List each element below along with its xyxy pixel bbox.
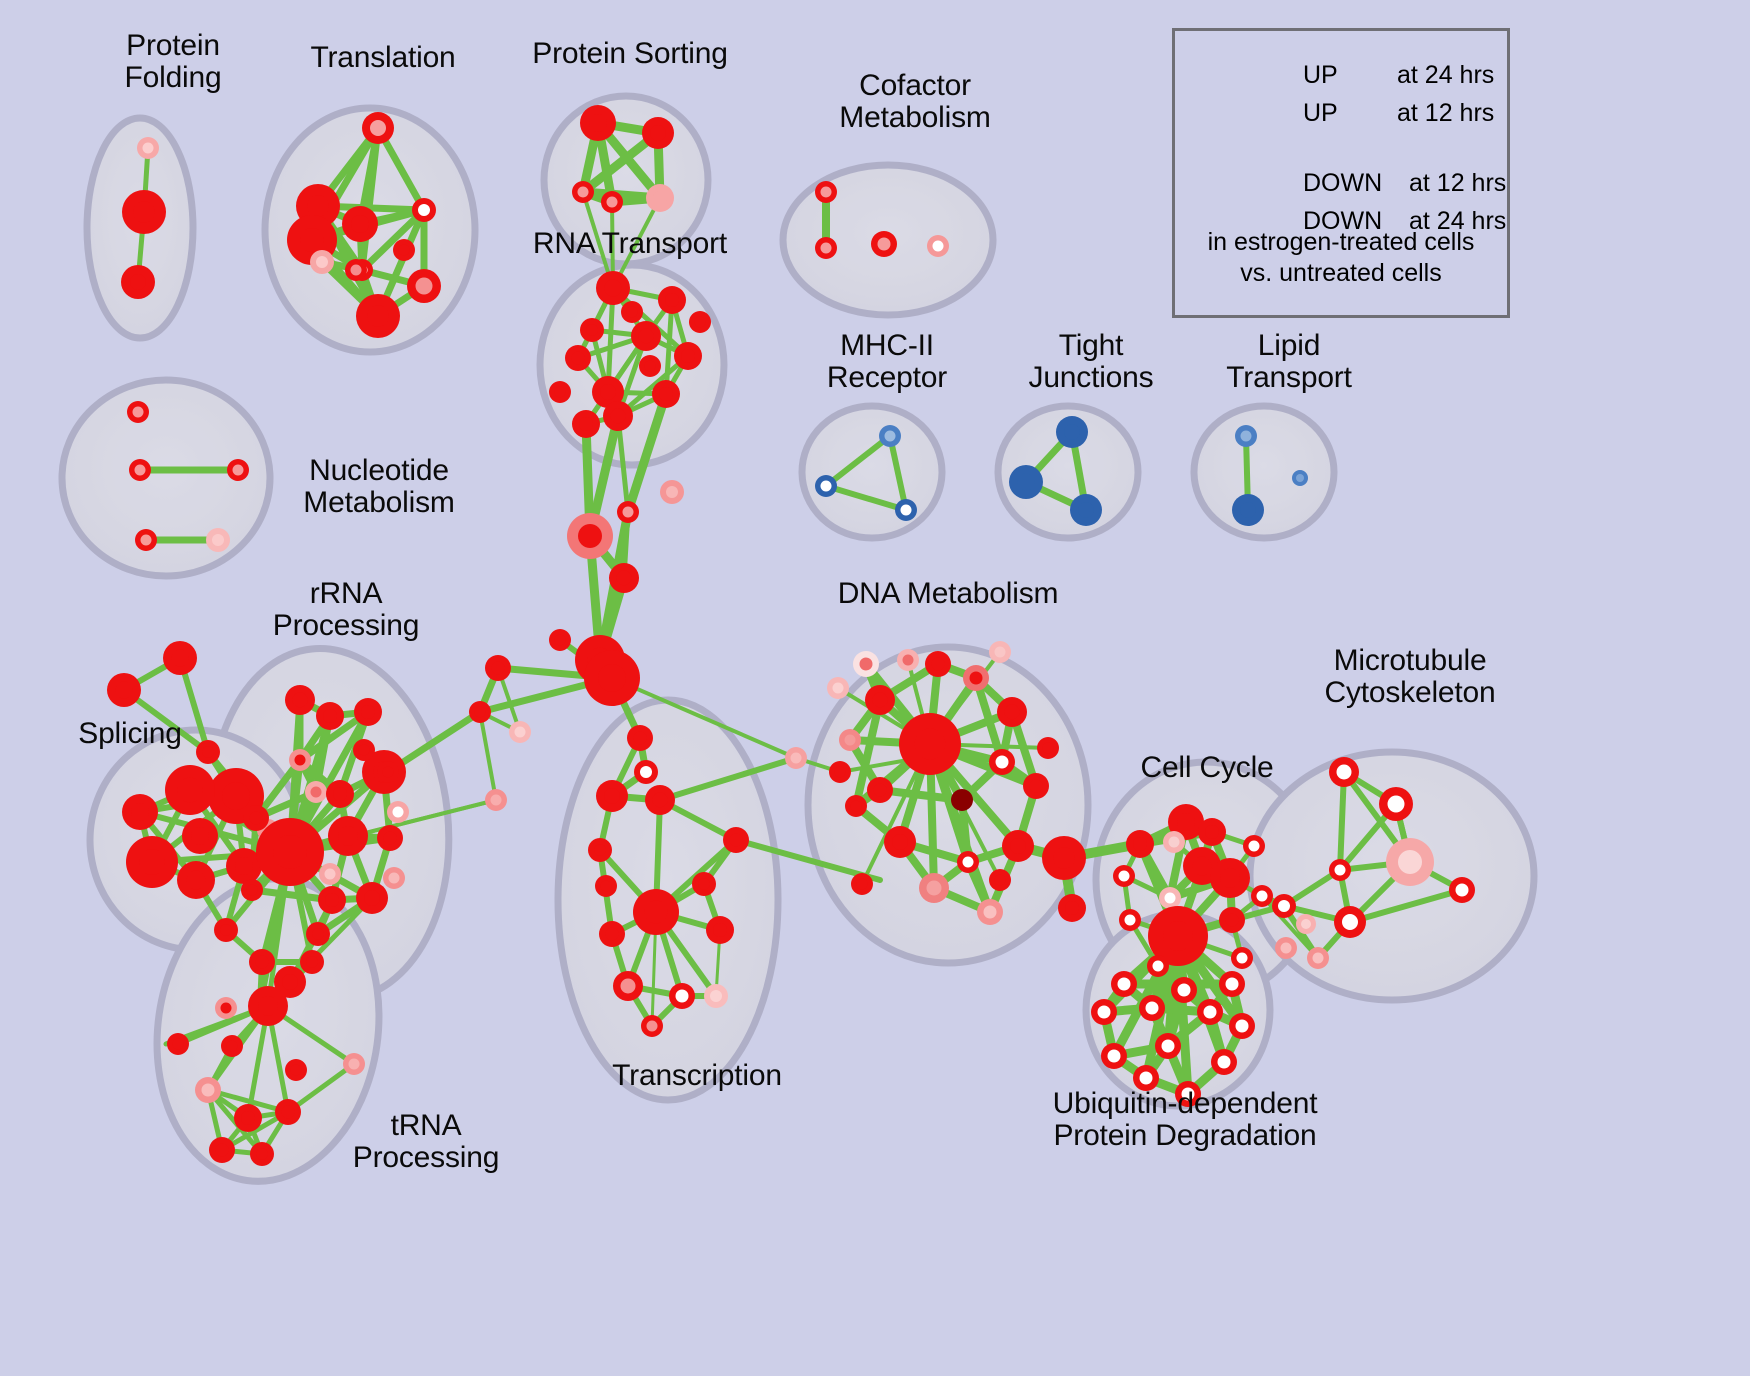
node-group-cell-cycle — [1113, 804, 1316, 977]
legend-time-down-12: at 12 hrs — [1409, 169, 1507, 197]
network-nodes — [107, 105, 1475, 1166]
node-group-lipid-transport — [1232, 425, 1308, 526]
node-group-translation — [287, 112, 441, 338]
node-group-dna-metabolism — [827, 641, 1059, 925]
node-group-microtubule-cytoskeleton — [1272, 757, 1475, 969]
node-group-rna-transport — [549, 271, 711, 438]
legend-time-up-24: at 24 hrs — [1397, 61, 1495, 89]
legend-box: UP at 24 hrs UP at 12 hrs DOWN at 12 hrs… — [1172, 28, 1510, 318]
node-group-transcription — [588, 725, 734, 1037]
legend-state-up-24: UP — [1303, 61, 1338, 89]
node-group-trna-processing — [167, 986, 307, 1166]
hull-nucleotide — [58, 376, 274, 580]
legend-caption: in estrogen-treated cells vs. untreated … — [1207, 228, 1475, 287]
node-group-rna-transport-chain — [549, 480, 684, 706]
hull-protein-sorting — [540, 92, 712, 268]
cluster-hulls — [58, 92, 1538, 1185]
legend-time-down-24: at 24 hrs — [1409, 207, 1507, 235]
node-group-ubiquitin-degradation — [1091, 971, 1255, 1107]
node-group-rrna-processing — [241, 685, 409, 1075]
node-group-tight-junctions — [1009, 416, 1102, 526]
node-group-bridges — [377, 655, 1086, 922]
node-group-splicing — [107, 641, 279, 975]
legend-time-up-12: at 12 hrs — [1397, 99, 1495, 127]
legend-state-down-24: DOWN — [1303, 207, 1383, 235]
hull-lipid-transport — [1190, 402, 1338, 542]
node-group-nucleotide-metabolism — [127, 401, 249, 552]
legend-state-down-12: DOWN — [1303, 169, 1383, 197]
legend-state-up-12: UP — [1303, 99, 1338, 127]
node-group-cofactor-metabolism — [815, 181, 949, 259]
hull-tight-junctions — [994, 402, 1142, 542]
node-group-mhc-ii-receptor — [815, 425, 917, 521]
node-group-protein-folding — [121, 137, 166, 299]
node-group-protein-sorting — [572, 105, 674, 213]
hull-mhc — [798, 402, 946, 542]
